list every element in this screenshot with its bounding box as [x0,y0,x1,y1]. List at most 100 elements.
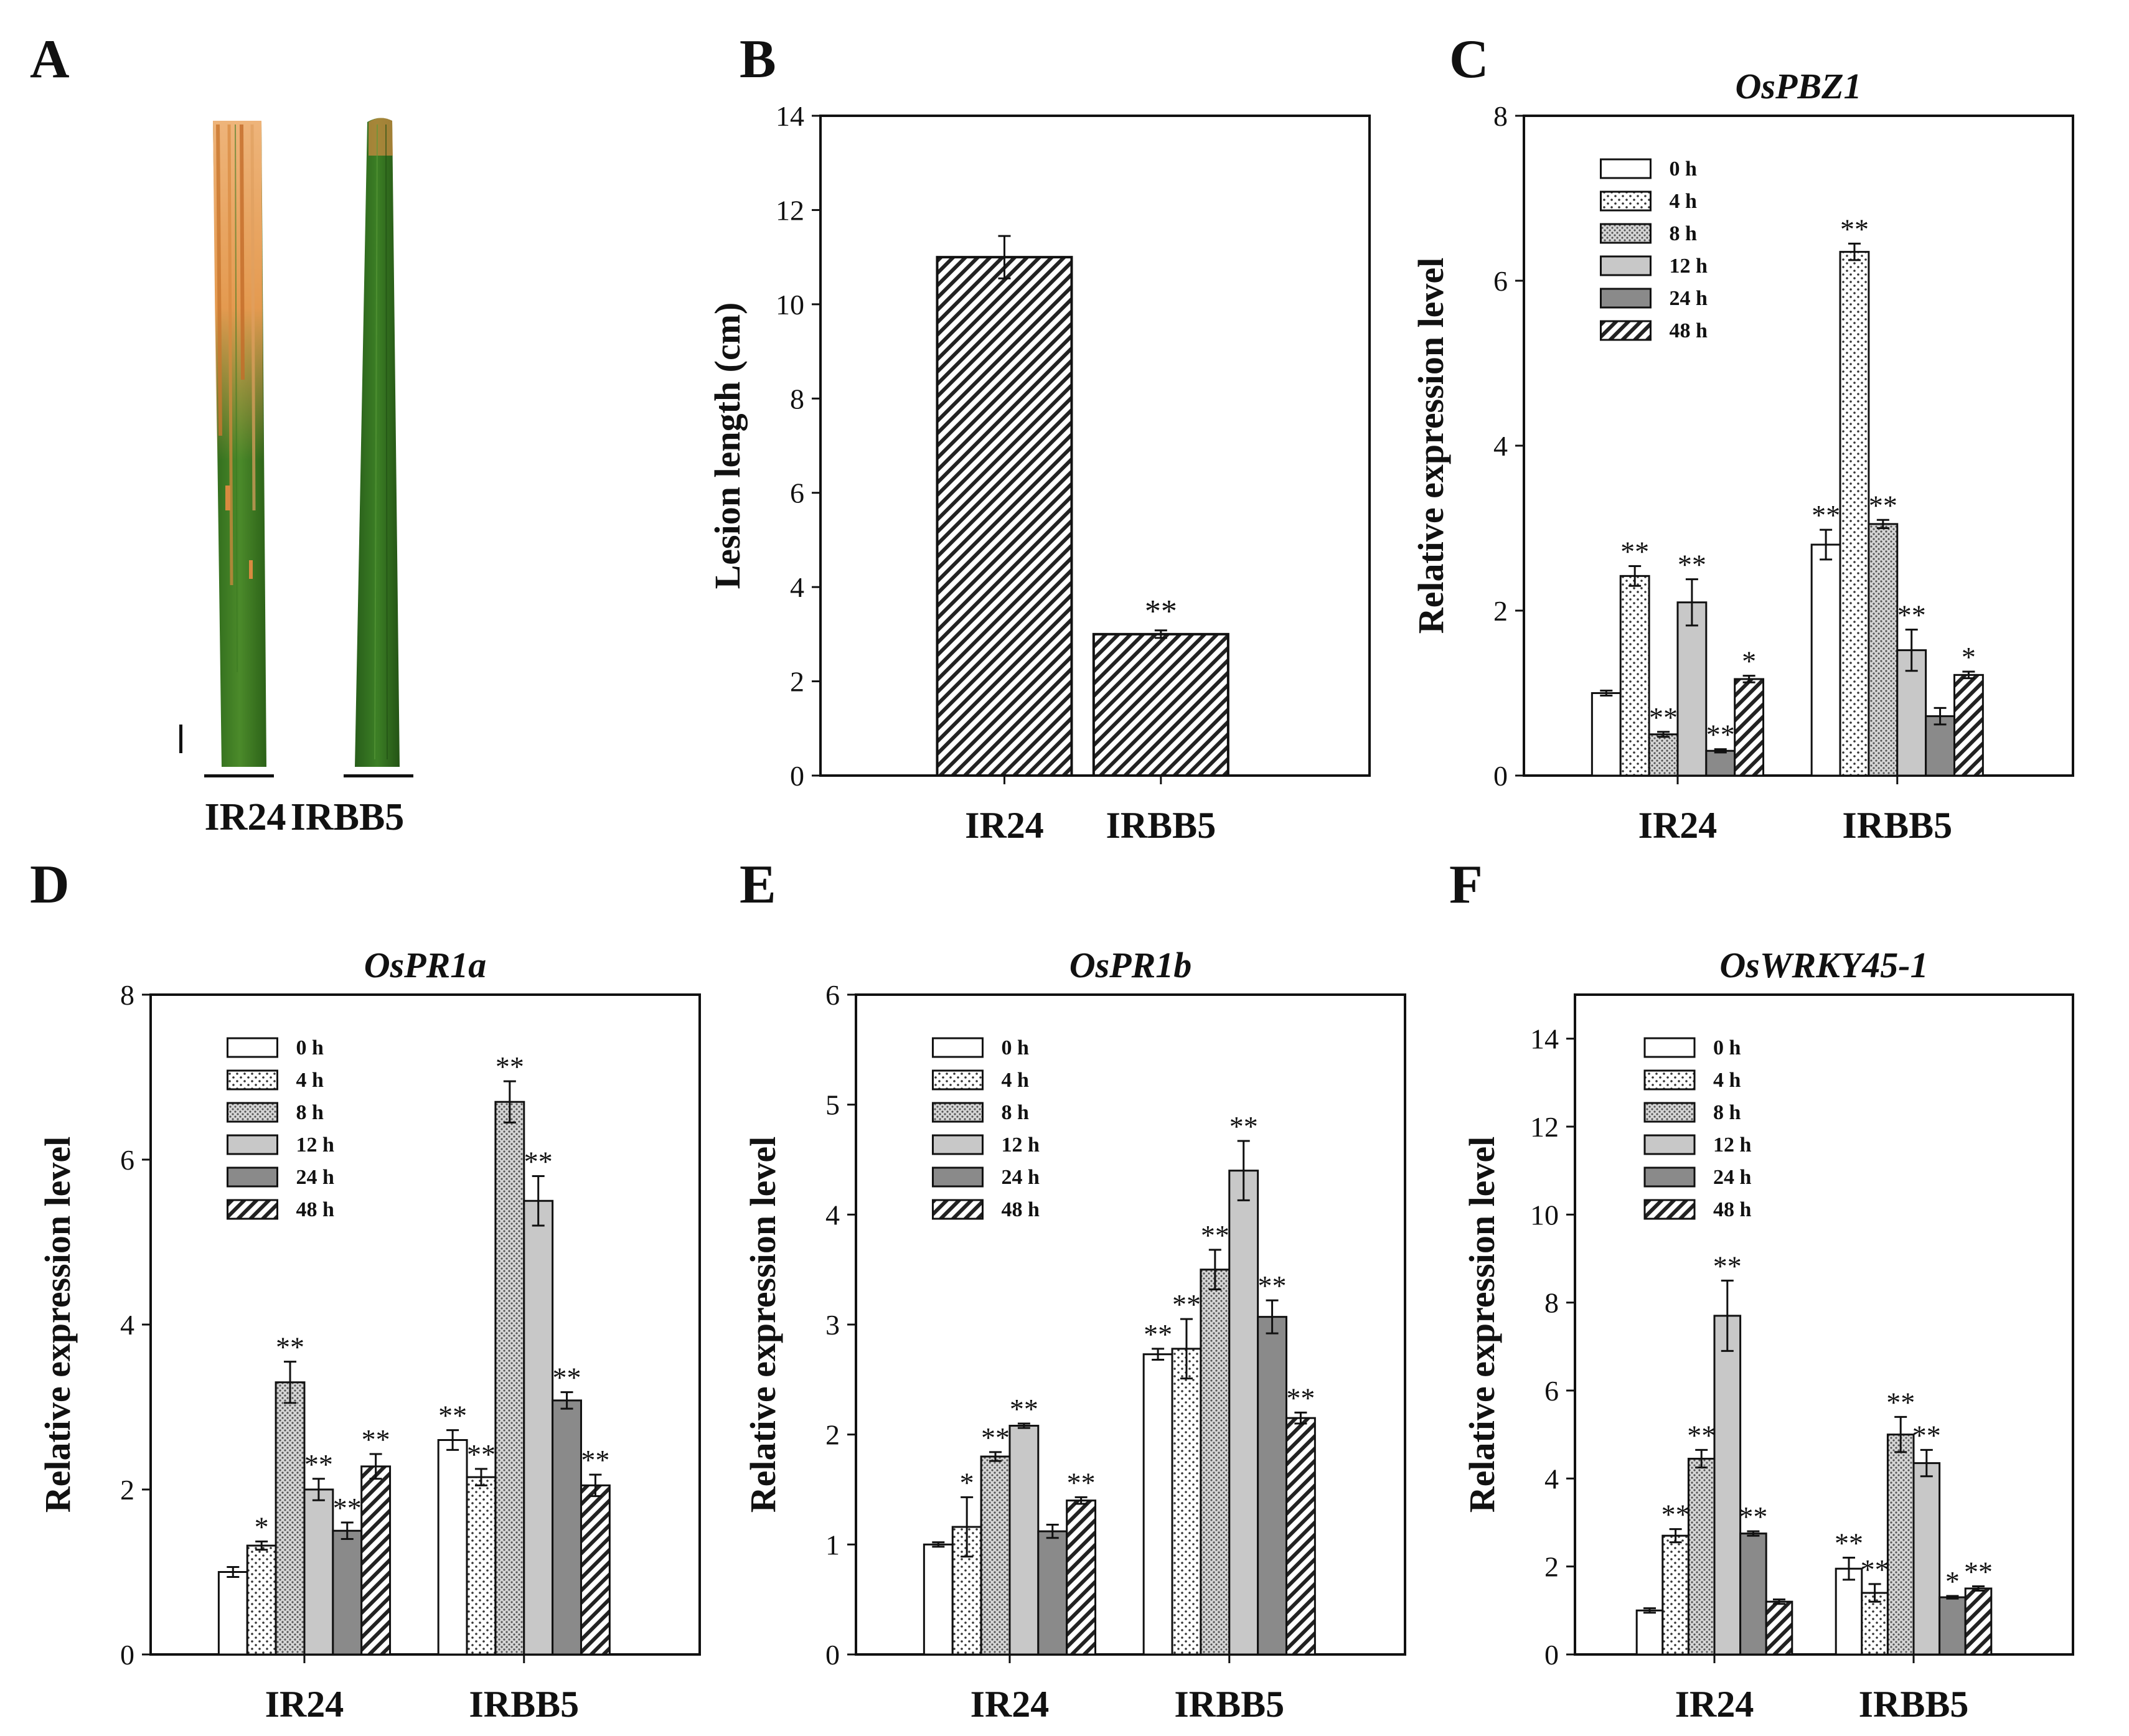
bar [1868,523,1899,777]
legend-swatch [931,1037,984,1058]
significance-label: ** [362,1424,390,1455]
significance-label: ** [1145,594,1177,629]
chart-title: OsPR1a [364,945,487,985]
significance-label: ** [1649,701,1678,733]
significance-label: ** [1687,1419,1716,1451]
significance-label: ** [581,1444,609,1476]
legend-swatch [1599,320,1652,341]
x-tick-label: IRBB5 [1174,1684,1284,1725]
y-tick-label: 0 [825,1639,840,1671]
legend-swatch [1599,158,1652,179]
y-tick-label: 0 [1544,1639,1559,1671]
significance-label: ** [1861,1554,1889,1585]
significance-label: ** [1620,535,1649,567]
x-tick-label: IRBB5 [1842,805,1952,846]
y-tick-label: 8 [790,383,804,415]
legend-swatch [1643,1069,1696,1091]
legend-label: 48 h [296,1198,334,1221]
y-tick-label: 5 [825,1089,840,1121]
y-tick-label: 14 [776,100,804,132]
significance-label: ** [1201,1219,1229,1251]
bar [1648,733,1679,777]
significance-label: ** [553,1362,581,1394]
y-tick-label: 2 [120,1474,134,1506]
legend-label: 24 h [296,1166,334,1189]
y-axis-label: Relative expression level [1411,258,1451,634]
bar [1037,1530,1068,1656]
legend-swatch [931,1199,984,1220]
y-tick-label: 2 [825,1419,840,1451]
legend-swatch [1643,1037,1696,1058]
legend-swatch [1643,1166,1696,1188]
y-tick-label: 4 [825,1199,840,1231]
bar [1661,1534,1690,1656]
plot-frame [1574,993,2074,1656]
significance-label: ** [1706,719,1735,751]
legend-label: 24 h [1001,1166,1040,1189]
x-tick-label: IR24 [971,1684,1050,1725]
legend-label: 0 h [296,1036,323,1059]
legend-label: 8 h [1669,222,1697,245]
significance-label: ** [1964,1555,1993,1587]
scale-bar [179,725,182,753]
y-axis-label: Relative expression level [1462,1137,1502,1513]
bar [1953,673,1984,777]
legend-swatch [226,1199,278,1220]
panel-letter-b: B [740,29,776,90]
x-tick-label: IR24 [1675,1684,1754,1725]
significance-label: ** [467,1438,496,1470]
legend-label: 24 h [1713,1166,1752,1189]
legend-label: 8 h [1713,1101,1741,1124]
bar [1008,1425,1040,1656]
significance-label: ** [1739,1501,1767,1532]
legend-label: 4 h [1001,1069,1029,1092]
legend-swatch [226,1166,278,1188]
bar [936,256,1073,777]
leaf-label-ir24: IR24 [204,796,286,838]
y-axis-label: Relative expression level [743,1137,783,1513]
significance-label: ** [1897,599,1926,631]
y-tick-label: 8 [1493,100,1508,132]
y-tick-label: 10 [1530,1199,1559,1231]
legend-label: 12 h [1669,255,1708,278]
significance-label: * [1742,645,1756,677]
legend-label: 4 h [296,1069,323,1092]
legend-swatch [931,1102,984,1123]
panel-letter-a: A [30,29,70,90]
legend: 0 h 4 h 8 h 12 h 24 h 48 h [1643,1036,1752,1221]
bar [1939,1596,1967,1656]
legend-swatch [931,1134,984,1155]
bar [1619,575,1650,777]
legend-label: 4 h [1669,190,1697,213]
significance-label: ** [438,1400,467,1432]
legend-label: 0 h [1669,157,1697,181]
y-tick-label: 8 [1544,1287,1559,1319]
y-tick-label: 6 [1544,1375,1559,1407]
legend-label: 4 h [1713,1069,1741,1092]
legend-label: 8 h [296,1101,323,1124]
legend: 0 h 4 h 8 h 12 h 24 h 48 h [931,1036,1040,1221]
significance-label: ** [1067,1466,1096,1498]
legend: 0 h 4 h 8 h 12 h 24 h 48 h [1599,157,1708,342]
bar [1912,1462,1941,1656]
y-tick-label: 12 [1530,1111,1559,1143]
leaf-irbb5 [355,118,400,767]
legend-label: 12 h [1713,1133,1752,1157]
bar [1835,1567,1863,1656]
legend: 0 h 4 h 8 h 12 h 24 h 48 h [226,1036,334,1221]
y-tick-label: 0 [120,1639,134,1671]
y-tick-label: 10 [776,289,804,321]
legend-swatch [226,1134,278,1155]
significance-label: ** [1886,1386,1915,1418]
x-tick-label: IR24 [1638,805,1718,846]
significance-label: ** [1661,1499,1690,1531]
legend-label: 12 h [296,1133,334,1157]
x-tick-label: IRBB5 [1106,805,1216,846]
x-tick-label: IRBB5 [1859,1684,1969,1725]
legend-swatch [1599,255,1652,276]
significance-label: ** [1835,1527,1863,1559]
bar [1765,1600,1793,1656]
